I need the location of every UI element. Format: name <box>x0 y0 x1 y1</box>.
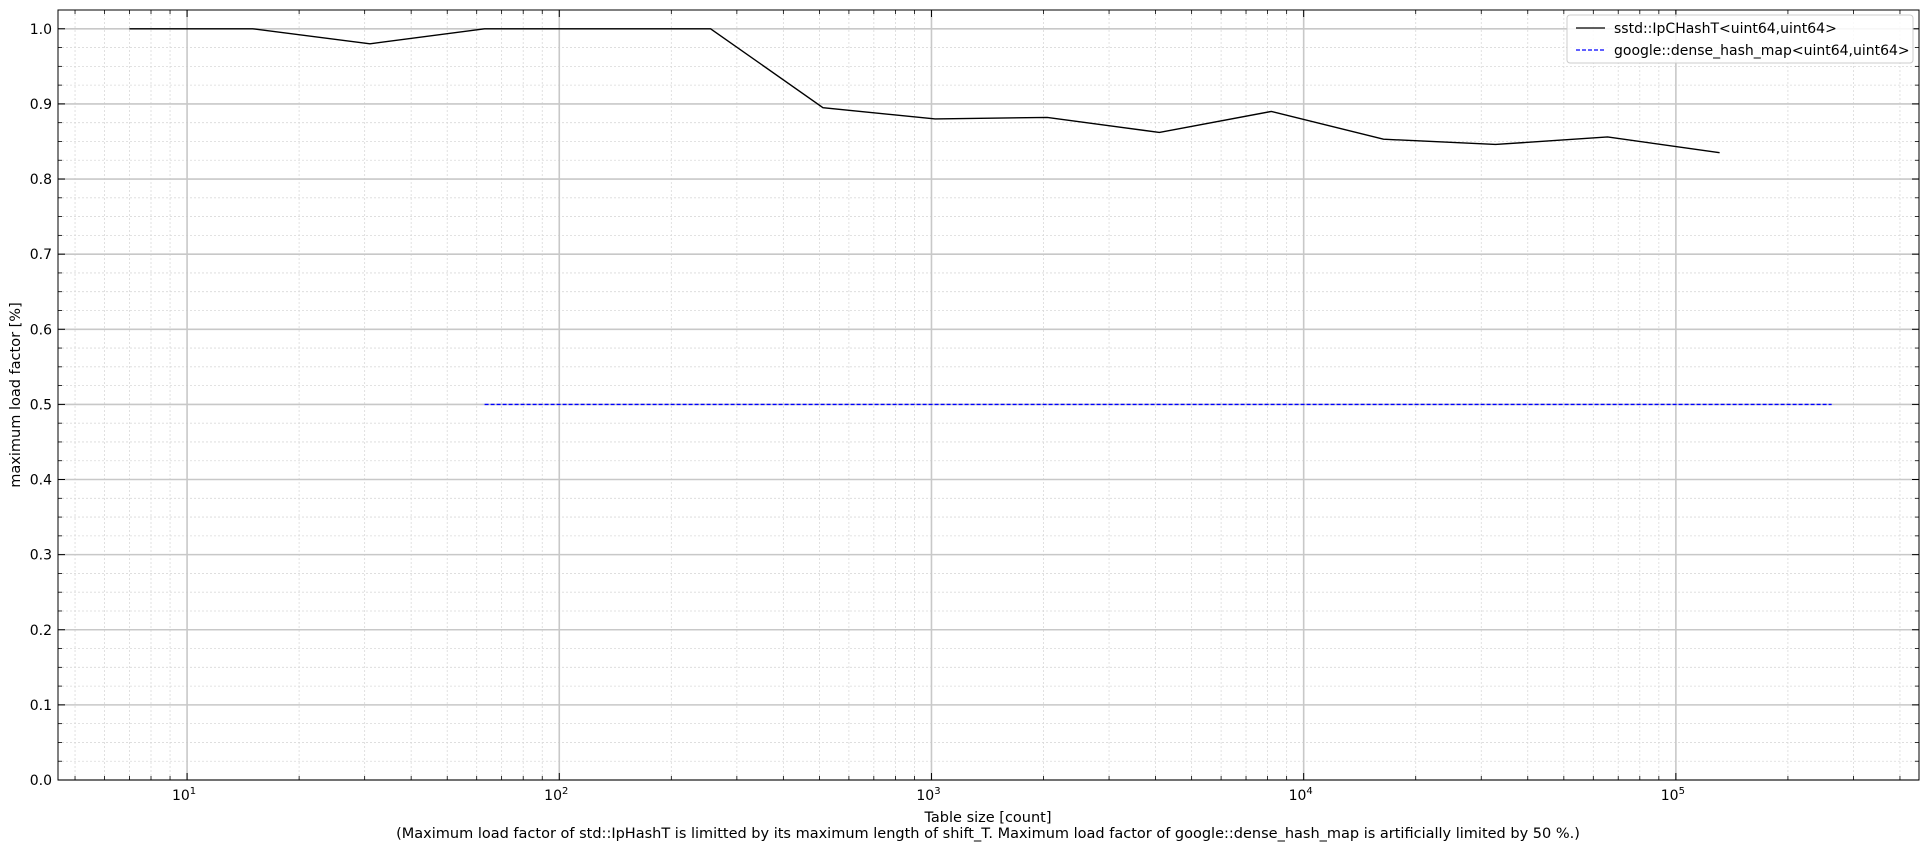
x-axis-note: (Maximum load factor of std::IpHashT is … <box>396 826 1580 842</box>
x-tick-label: 101 <box>172 786 196 804</box>
x-tick-label: 104 <box>1289 786 1313 804</box>
legend-label-ipchasht: sstd::IpCHashT<uint64,uint64> <box>1614 21 1837 37</box>
y-tick-label: 0.7 <box>30 247 52 263</box>
y-tick-label: 0.9 <box>30 97 52 113</box>
series-line-0 <box>129 28 1720 154</box>
plot-frame <box>57 9 1920 781</box>
tick-labels: 101 102 103 104 105 0.0 0.1 0.2 0.3 0.4 0.5 0.6 0.7 0… <box>30 22 1685 804</box>
y-tick-label: 0.2 <box>30 623 52 639</box>
x-tick-label: 102 <box>544 786 568 804</box>
series-layer <box>129 28 1832 406</box>
y-tick-label: 0.1 <box>30 698 52 714</box>
y-tick-label: 0.0 <box>30 773 52 789</box>
x-axis-label: Table size [count] <box>923 810 1051 826</box>
y-tick-label: 0.8 <box>30 172 52 188</box>
y-tick-label: 0.5 <box>30 397 52 413</box>
legend: sstd::IpCHashT<uint64,uint64> google::de… <box>1566 14 1914 64</box>
y-tick-label: 0.6 <box>30 322 52 338</box>
x-tick-label: 105 <box>1661 786 1685 804</box>
legend-box <box>1566 14 1914 64</box>
minor-grid <box>58 10 1919 780</box>
legend-label-dense-hash-map: google::dense_hash_map<uint64,uint64> <box>1614 43 1910 59</box>
y-tick-label: 0.4 <box>30 473 52 489</box>
x-tick-label: 103 <box>916 786 940 804</box>
major-grid <box>58 10 1919 781</box>
y-tick-label: 0.3 <box>30 548 52 564</box>
y-axis-label: maximum load factor [%] <box>8 302 24 487</box>
y-tick-label: 1.0 <box>30 22 52 38</box>
ticks-layer <box>58 10 1919 781</box>
